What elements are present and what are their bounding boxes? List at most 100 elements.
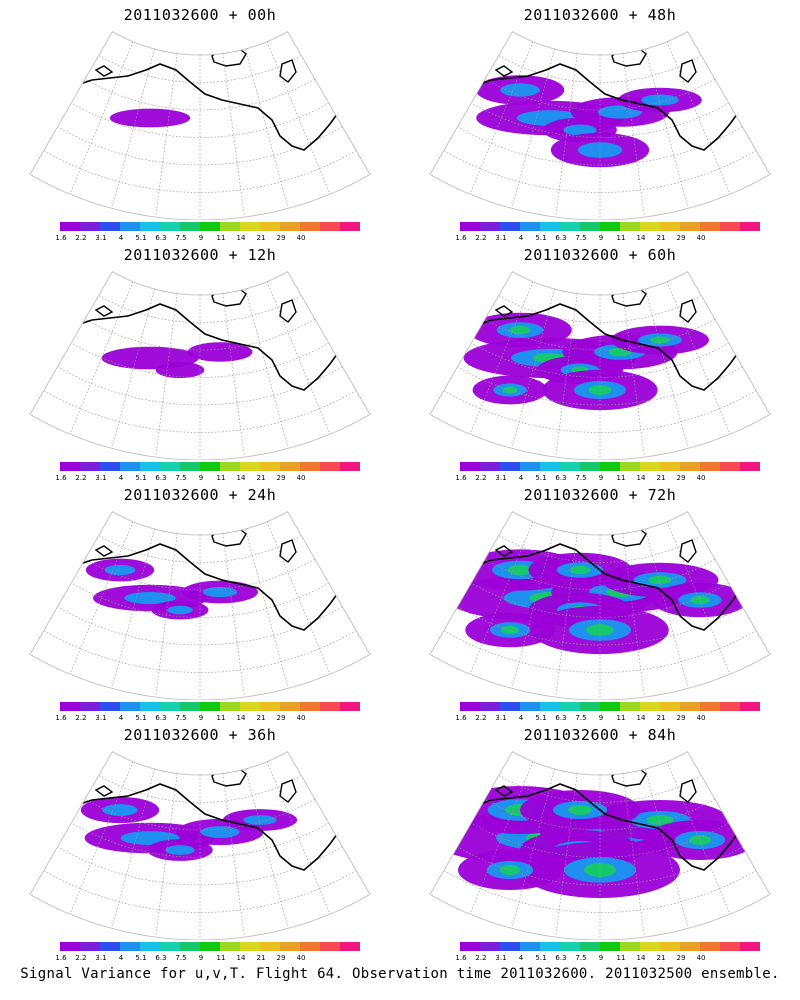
map-boundary xyxy=(29,271,371,460)
colorbar-swatch xyxy=(120,942,140,951)
island-outline xyxy=(94,545,114,557)
meridian-line xyxy=(69,761,134,915)
meridian-line xyxy=(511,48,556,209)
colorbar-tick-label: 40 xyxy=(696,954,706,962)
meridian-line xyxy=(644,528,689,689)
colorbar-swatch xyxy=(220,942,240,951)
colorbar xyxy=(460,462,760,471)
map-content xyxy=(430,511,770,700)
colorbar-swatch xyxy=(60,462,80,471)
colorbar-swatch xyxy=(640,462,660,471)
colorbar-tick-label: 29 xyxy=(276,474,286,482)
panel-title: 2011032600 + 60h xyxy=(523,246,677,264)
meridian-line xyxy=(111,768,156,929)
colorbar-swatch xyxy=(320,222,340,231)
colorbar-tick-label: 21 xyxy=(656,474,666,482)
meridian-line xyxy=(511,288,556,449)
colorbar-swatch xyxy=(300,702,320,711)
colorbar-tick-label: 6.3 xyxy=(155,234,167,242)
map-svg xyxy=(429,31,771,220)
colorbar-tick-label: 40 xyxy=(296,714,306,722)
meridian-line xyxy=(555,533,578,698)
colorbar-tick-label: 6.3 xyxy=(155,474,167,482)
colorbar-tick-label: 4 xyxy=(118,234,124,242)
colorbar-swatch xyxy=(500,222,520,231)
colorbar-tick-label: 11 xyxy=(616,474,626,482)
colorbar-swatch xyxy=(580,462,600,471)
colorbar-tick-label: 2.2 xyxy=(475,714,487,722)
colorbar-swatch xyxy=(540,702,560,711)
meridian-line xyxy=(511,768,556,929)
parallel-line xyxy=(84,318,316,351)
colorbar xyxy=(60,942,360,951)
colorbar-tick-label: 5.1 xyxy=(535,474,547,482)
island-outline xyxy=(94,65,114,77)
meridian-line xyxy=(244,288,289,449)
colorbar-swatch xyxy=(100,942,120,951)
map-boundary xyxy=(429,751,771,940)
colorbar-tick-label: 2.2 xyxy=(75,474,87,482)
meridian-line xyxy=(555,773,578,938)
colorbar-swatch xyxy=(340,942,360,951)
meridian-line xyxy=(222,293,245,458)
colorbar-swatch xyxy=(540,462,560,471)
parallel-line xyxy=(512,751,688,776)
colorbar-swatch xyxy=(740,942,760,951)
colorbar-tick-label: 1.6 xyxy=(55,714,67,722)
colorbar-swatch xyxy=(600,222,620,231)
colorbar-swatch xyxy=(80,942,100,951)
parallel-line xyxy=(112,511,288,536)
variance-core xyxy=(104,564,136,576)
variance-peak xyxy=(648,575,672,585)
variance-peak xyxy=(501,625,519,635)
colorbar-swatch xyxy=(160,942,180,951)
meridian-line xyxy=(644,288,689,449)
colorbar-swatch xyxy=(100,702,120,711)
map-panel-24h: 2011032600 + 24h 1.6 2.2 3.1 4 5.1 6.3 7.5 9 11 14… xyxy=(0,480,400,722)
colorbar-swatch xyxy=(620,462,640,471)
island-outline xyxy=(211,45,247,67)
colorbar-tick-label: 6.3 xyxy=(555,474,567,482)
colorbar-tick-label: 40 xyxy=(296,474,306,482)
map-panel-0h: 2011032600 + 00h 1.6 2.2 3.1 4 5.1 6.3 7.5 9 11 14… xyxy=(0,0,400,242)
meridian-line xyxy=(222,773,245,938)
parallel-line xyxy=(112,271,288,296)
colorbar-swatch xyxy=(240,702,260,711)
colorbar-tick-label: 7.5 xyxy=(175,234,187,242)
colorbar-tick-label: 40 xyxy=(696,714,706,722)
colorbar-tick-label: 29 xyxy=(276,714,286,722)
panel-title: 2011032600 + 12h xyxy=(123,246,277,264)
colorbar-swatch xyxy=(260,702,280,711)
parallel-line xyxy=(84,78,316,111)
colorbar-swatch xyxy=(620,222,640,231)
colorbar-tick-label: 3.1 xyxy=(95,954,107,962)
colorbar-tick-label: 9 xyxy=(198,234,204,242)
colorbar-ticks: 1.6 2.2 3.1 4 5.1 6.3 7.5 9 11 14 21 29 40 xyxy=(55,954,360,964)
colorbar-tick-label: 11 xyxy=(216,954,226,962)
variance-core xyxy=(165,845,195,855)
colorbar-swatch xyxy=(460,702,480,711)
colorbar-swatch xyxy=(100,462,120,471)
colorbar-tick-label: 5.1 xyxy=(135,714,147,722)
colorbar-tick-label: 2.2 xyxy=(475,474,487,482)
meridian-line xyxy=(222,533,245,698)
parallel-line xyxy=(471,342,729,378)
colorbar-swatch xyxy=(180,702,200,711)
parallel-line xyxy=(471,102,729,138)
island-outline xyxy=(279,59,297,83)
colorbar-tick-label: 1.6 xyxy=(455,474,467,482)
colorbar-swatch xyxy=(480,222,500,231)
colorbar-swatch xyxy=(220,462,240,471)
parallel-line xyxy=(498,535,702,563)
island-outline xyxy=(94,785,114,797)
colorbar-swatch xyxy=(120,462,140,471)
meridian-line xyxy=(622,773,645,938)
colorbar-swatch xyxy=(700,702,720,711)
colorbar-tick-label: 3.1 xyxy=(95,234,107,242)
colorbar-tick-label: 11 xyxy=(616,954,626,962)
meridian-line xyxy=(469,281,534,435)
variance-peak xyxy=(499,865,521,875)
island-outline xyxy=(611,525,647,547)
island-outline xyxy=(611,285,647,307)
colorbar-swatch xyxy=(680,222,700,231)
